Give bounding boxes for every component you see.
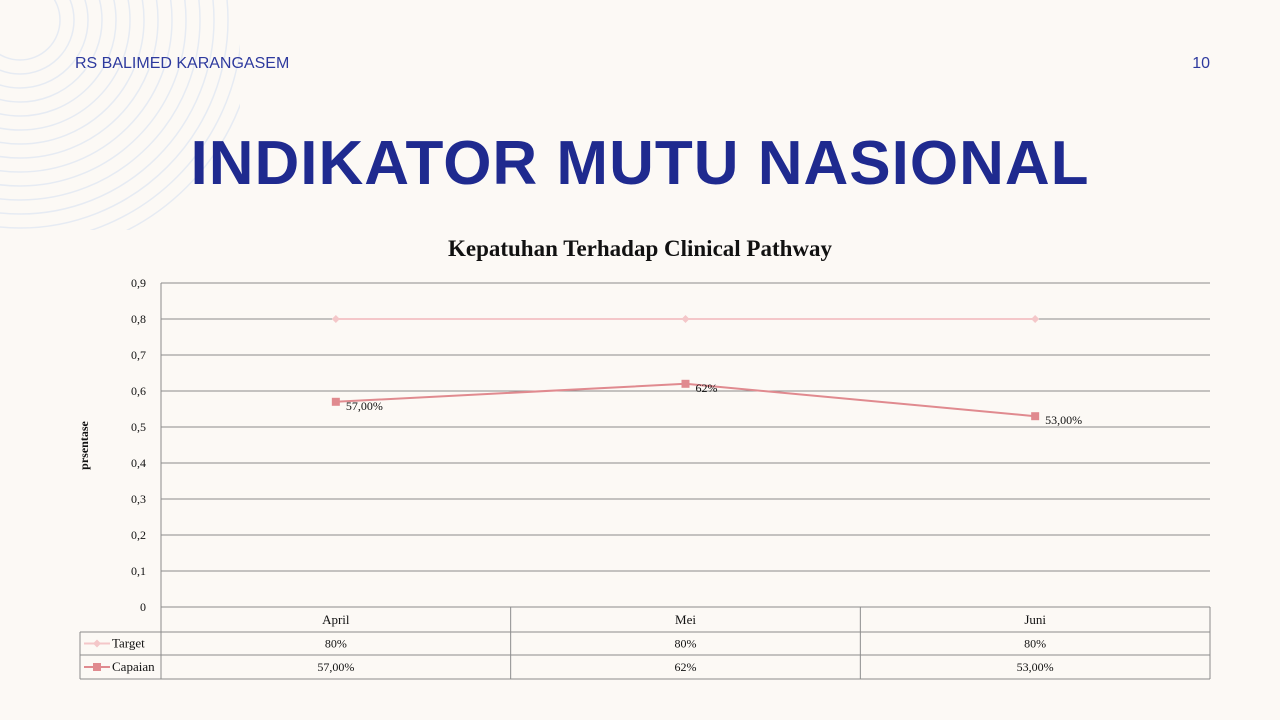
data-point-capaian: [331, 397, 340, 406]
decorative-arc: [0, 0, 229, 229]
y-tick-label: 0,1: [131, 564, 146, 578]
legend-marker-capaian: [93, 663, 101, 671]
org-name: RS BALIMED KARANGASEM: [75, 55, 290, 72]
table-cell: 80%: [325, 637, 347, 651]
data-point-target: [681, 315, 690, 323]
y-tick-label: 0,8: [131, 312, 146, 326]
chart-title: Kepatuhan Terhadap Clinical Pathway: [447, 236, 833, 261]
data-point-capaian: [681, 379, 690, 388]
table-cell: 53,00%: [1017, 660, 1054, 674]
table-cell: 80%: [1024, 637, 1046, 651]
decorative-arc: [0, 0, 89, 89]
data-point-capaian: [1031, 412, 1040, 421]
table-cell: 57,00%: [317, 660, 354, 674]
y-tick-label: 0,9: [131, 276, 146, 290]
decorative-arc: [0, 0, 61, 61]
decorative-arc: [0, 0, 215, 215]
y-tick-label: 0,6: [131, 384, 146, 398]
y-tick-label: 0: [140, 600, 146, 614]
x-category-label: Juni: [1024, 612, 1046, 627]
data-point-target: [1031, 315, 1040, 323]
legend-label: Target: [112, 636, 145, 651]
y-tick-label: 0,5: [131, 420, 146, 434]
decorative-arc: [0, 0, 75, 75]
decorative-arc: [0, 0, 103, 103]
legend-label: Capaian: [112, 659, 155, 674]
x-category-label: Mei: [675, 612, 696, 627]
y-tick-label: 0,3: [131, 492, 146, 506]
y-tick-label: 0,2: [131, 528, 146, 542]
decorative-arc: [0, 0, 131, 131]
decorative-arc: [0, 0, 159, 159]
series-line-capaian: [335, 382, 1036, 418]
table-cell: 62%: [675, 660, 697, 674]
slide-title: INDIKATOR MUTU NASIONAL: [190, 129, 1090, 198]
table-cell: 80%: [675, 637, 697, 651]
decorative-arc: [0, 0, 117, 117]
legend-marker-target: [93, 639, 101, 648]
decorative-arc: [0, 0, 173, 173]
data-label: 62%: [696, 381, 718, 395]
page-number: 10: [1192, 55, 1210, 72]
y-tick-label: 0,4: [131, 456, 146, 470]
decorative-arcs: [0, 0, 240, 230]
decorative-arc: [0, 0, 201, 201]
decorative-arc: [0, 0, 187, 187]
y-tick-label: 0,7: [131, 348, 146, 362]
x-category-label: April: [322, 612, 350, 627]
data-point-target: [331, 315, 340, 323]
data-label: 57,00%: [346, 399, 383, 413]
data-label: 53,00%: [1045, 413, 1082, 427]
decorative-arc: [0, 0, 145, 145]
